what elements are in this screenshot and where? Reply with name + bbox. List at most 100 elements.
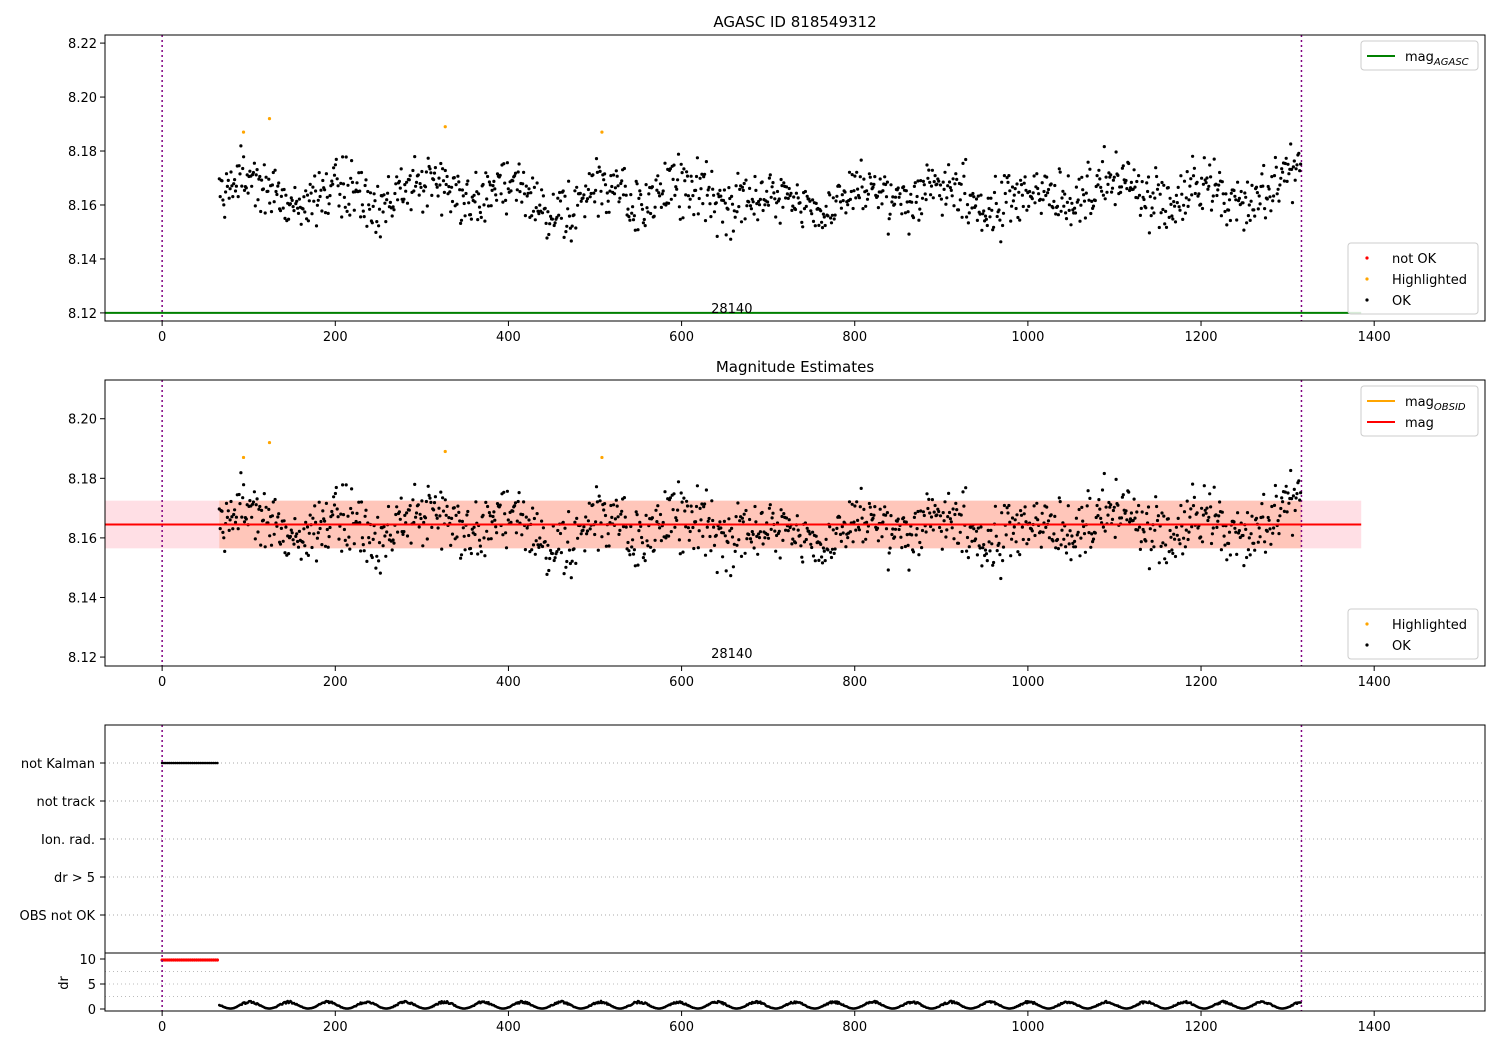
ok-point (945, 196, 949, 200)
ok-point (585, 529, 590, 533)
ok-point (1093, 198, 1097, 203)
ok-point (1004, 200, 1008, 204)
ok-point (743, 217, 747, 221)
ok-point (902, 185, 906, 189)
ok-point (988, 549, 992, 553)
ok-point (220, 509, 224, 513)
ok-point (234, 515, 238, 519)
flag-point (197, 761, 200, 765)
ok-point (602, 178, 606, 182)
ok-point (494, 193, 498, 197)
obsid-label: 28140 (711, 302, 752, 317)
ok-point (1110, 186, 1115, 190)
ok-point (909, 192, 913, 196)
ok-point (341, 155, 345, 159)
ok-point (808, 199, 812, 203)
ok-point (1148, 527, 1152, 531)
ok-point (402, 530, 406, 534)
ok-point (1168, 528, 1172, 533)
ok-point (1082, 532, 1087, 536)
flag-point (176, 761, 179, 765)
ok-point (622, 166, 627, 171)
ok-point (306, 553, 310, 558)
flag-point (183, 761, 187, 765)
ok-point (721, 555, 725, 559)
ok-point (1237, 196, 1241, 200)
ok-point (974, 529, 979, 533)
ok-point (1262, 492, 1266, 496)
ok-point (450, 199, 455, 204)
ok-point (1086, 160, 1090, 164)
ok-point (333, 491, 337, 496)
ok-point (697, 529, 701, 533)
ok-point (344, 483, 348, 487)
ok-point (341, 483, 345, 487)
ok-point (1216, 519, 1220, 523)
ok-point (587, 172, 591, 176)
ok-point (661, 520, 665, 525)
ok-point (710, 499, 714, 503)
ok-point (330, 509, 334, 514)
ok-point (412, 189, 416, 193)
ok-point (991, 228, 995, 232)
ok-point (1161, 541, 1165, 545)
ok-point (230, 184, 234, 188)
ok-point (715, 234, 719, 238)
ok-point (735, 543, 739, 547)
ok-point (702, 175, 706, 179)
ok-point (853, 174, 857, 178)
ok-point (787, 518, 791, 522)
ok-point (1058, 170, 1062, 174)
ok-point (1232, 520, 1236, 524)
ok-point (710, 169, 714, 173)
ok-point (337, 204, 341, 208)
ok-point (587, 501, 591, 505)
ok-point (951, 507, 955, 511)
ok-point (798, 533, 802, 538)
ok-point (567, 179, 571, 183)
ok-point (594, 485, 599, 489)
ok-point (495, 531, 499, 535)
ok-point (792, 195, 796, 199)
ok-point (521, 182, 525, 186)
ok-point (1160, 511, 1164, 515)
ok-point (1219, 214, 1223, 218)
ok-point (586, 187, 591, 192)
ok-point (384, 220, 388, 224)
ok-point (768, 503, 772, 507)
ok-point (820, 220, 824, 224)
ok-point (242, 483, 246, 487)
ok-point (275, 524, 279, 528)
ok-point (537, 545, 541, 550)
ok-point (804, 537, 808, 542)
ok-point (347, 202, 351, 206)
ok-point (940, 547, 944, 551)
ok-point (262, 492, 266, 496)
ok-point (1038, 530, 1042, 534)
ok-point (516, 499, 520, 504)
ok-point (564, 230, 568, 234)
ok-point (1063, 192, 1067, 196)
ok-point (576, 203, 580, 207)
ok-point (267, 507, 271, 511)
ok-point (889, 514, 893, 518)
ok-point (524, 184, 528, 188)
ok-point (378, 571, 382, 575)
ok-point (661, 189, 665, 193)
ok-point (729, 574, 733, 578)
ok-point (440, 547, 444, 551)
flag-point (202, 761, 206, 765)
ok-point (947, 491, 951, 495)
flag-point (162, 761, 166, 765)
ok-point (928, 511, 932, 515)
ok-point (1152, 545, 1156, 549)
ok-point (1279, 176, 1283, 180)
ok-point (1151, 191, 1155, 195)
ok-point (944, 202, 948, 206)
ok-point (391, 538, 395, 542)
ok-point (906, 210, 910, 214)
ok-point (304, 189, 308, 193)
ok-point (616, 184, 620, 188)
ok-point (985, 223, 989, 228)
